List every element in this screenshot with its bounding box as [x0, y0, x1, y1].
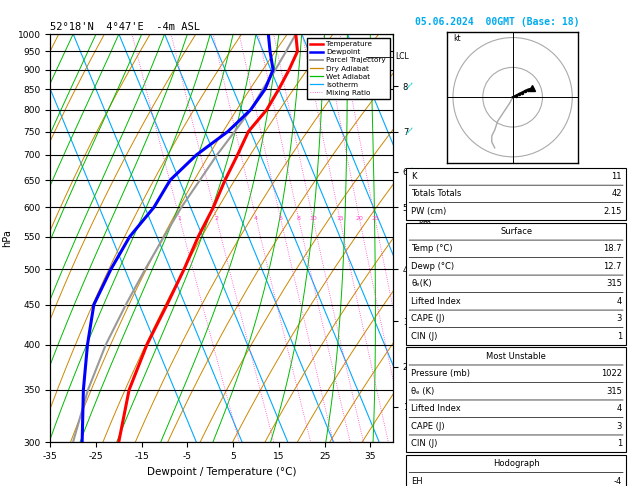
Text: Lifted Index: Lifted Index — [411, 404, 461, 413]
Text: 1022: 1022 — [601, 369, 622, 378]
Text: EH: EH — [411, 477, 423, 486]
Text: 18.7: 18.7 — [603, 244, 622, 253]
Text: K: K — [411, 172, 417, 181]
Text: kt: kt — [453, 34, 460, 43]
Text: 2: 2 — [214, 216, 218, 221]
Text: 15: 15 — [336, 216, 343, 221]
Text: /: / — [405, 166, 413, 176]
Text: 4: 4 — [617, 297, 622, 306]
Text: /: / — [405, 362, 413, 372]
Text: 8: 8 — [297, 216, 301, 221]
Text: -4: -4 — [614, 477, 622, 486]
Text: /: / — [405, 316, 413, 327]
Text: Dewp (°C): Dewp (°C) — [411, 262, 455, 271]
Y-axis label: hPa: hPa — [2, 229, 12, 247]
Text: Totals Totals: Totals Totals — [411, 190, 462, 198]
Text: CIN (J): CIN (J) — [411, 439, 438, 448]
Text: 52°18'N  4°47'E  -4m ASL: 52°18'N 4°47'E -4m ASL — [50, 22, 200, 32]
Text: /: / — [405, 81, 413, 91]
Text: CIN (J): CIN (J) — [411, 332, 438, 341]
Text: /: / — [405, 126, 413, 137]
X-axis label: Dewpoint / Temperature (°C): Dewpoint / Temperature (°C) — [147, 467, 296, 477]
Text: 2.15: 2.15 — [604, 207, 622, 216]
Text: Temp (°C): Temp (°C) — [411, 244, 453, 253]
Text: θₑ (K): θₑ (K) — [411, 387, 435, 396]
Text: Mixing Ratio (g/kg): Mixing Ratio (g/kg) — [434, 222, 443, 295]
Text: /: / — [405, 202, 413, 212]
Text: 10: 10 — [309, 216, 317, 221]
Text: 4: 4 — [254, 216, 258, 221]
Text: Surface: Surface — [500, 227, 532, 236]
Text: 1: 1 — [617, 439, 622, 448]
Text: Hodograph: Hodograph — [493, 459, 540, 468]
Text: PW (cm): PW (cm) — [411, 207, 447, 216]
Text: 12.7: 12.7 — [604, 262, 622, 271]
Text: 11: 11 — [611, 172, 622, 181]
Text: LCL: LCL — [396, 52, 409, 61]
Text: 3: 3 — [616, 314, 622, 323]
Text: 4: 4 — [617, 404, 622, 413]
Text: /: / — [405, 401, 413, 412]
Text: 25: 25 — [371, 216, 379, 221]
Y-axis label: km
ASL: km ASL — [417, 219, 433, 238]
Legend: Temperature, Dewpoint, Parcel Trajectory, Dry Adiabat, Wet Adiabat, Isotherm, Mi: Temperature, Dewpoint, Parcel Trajectory… — [307, 37, 389, 99]
Text: 05.06.2024  00GMT (Base: 18): 05.06.2024 00GMT (Base: 18) — [415, 17, 580, 27]
Text: 315: 315 — [606, 387, 622, 396]
Text: Lifted Index: Lifted Index — [411, 297, 461, 306]
Text: © weatheronline.co.uk: © weatheronline.co.uk — [473, 473, 561, 482]
Text: θₑ(K): θₑ(K) — [411, 279, 432, 288]
Text: 315: 315 — [606, 279, 622, 288]
Text: 1: 1 — [177, 216, 182, 221]
Text: CAPE (J): CAPE (J) — [411, 314, 445, 323]
Text: Most Unstable: Most Unstable — [486, 352, 546, 361]
Text: 20: 20 — [355, 216, 364, 221]
Text: 6: 6 — [279, 216, 282, 221]
Text: 42: 42 — [611, 190, 622, 198]
Text: CAPE (J): CAPE (J) — [411, 422, 445, 431]
Text: 1: 1 — [617, 332, 622, 341]
Text: /: / — [405, 264, 413, 274]
Text: 3: 3 — [616, 422, 622, 431]
Text: Pressure (mb): Pressure (mb) — [411, 369, 470, 378]
